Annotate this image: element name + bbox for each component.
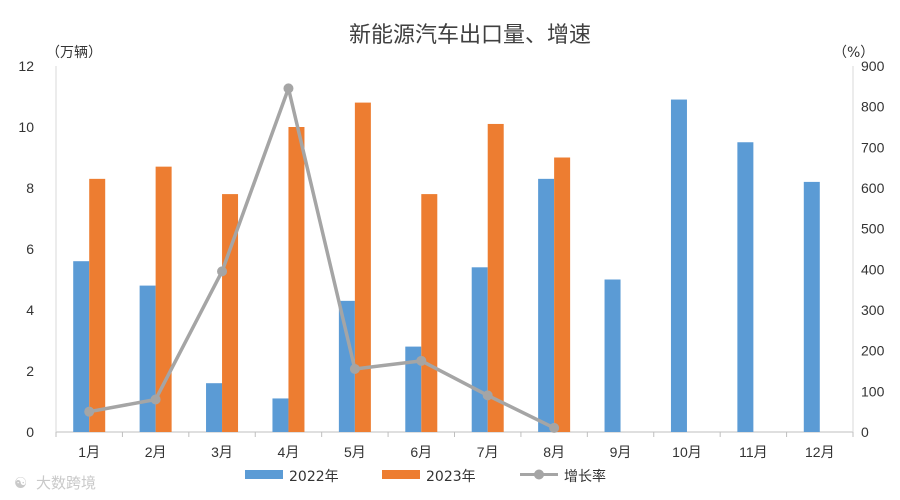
bar-2023年	[354, 102, 371, 432]
growth-rate-point	[482, 390, 493, 401]
x-tick-label: 3月	[211, 444, 233, 460]
growth-rate-point	[283, 83, 294, 94]
legend-swatch	[245, 470, 283, 479]
x-tick-label: 8月	[543, 444, 565, 460]
legend-label: 2023年	[426, 469, 476, 485]
growth-rate-line	[88, 86, 555, 430]
bar-2022年	[73, 261, 90, 432]
right-tick-label: 900	[861, 58, 885, 74]
left-tick-label: 12	[18, 58, 34, 74]
bar-2023年	[421, 194, 438, 432]
x-tick-label: 2月	[145, 444, 167, 460]
right-tick-label: 100	[861, 383, 885, 399]
bar-2022年	[670, 99, 687, 433]
x-tick-label: 9月	[610, 444, 632, 460]
right-tick-label: 700	[861, 139, 885, 155]
bar-2023年	[89, 178, 106, 432]
left-tick-label: 10	[18, 119, 34, 135]
bar-2022年	[206, 383, 223, 432]
bars	[73, 99, 820, 433]
x-tick-label: 7月	[477, 444, 499, 460]
growth-rate-point	[416, 355, 427, 366]
watermark: ☯ 大数跨境	[14, 474, 96, 492]
legend-marker	[534, 469, 544, 480]
bar-2022年	[803, 181, 820, 432]
bar-2023年	[222, 194, 239, 432]
bar-2023年	[487, 123, 504, 432]
growth-rate-point	[84, 406, 95, 417]
x-tick-label: 6月	[410, 444, 432, 460]
x-tick-label: 12月	[805, 444, 835, 460]
right-tick-label: 0	[861, 424, 869, 440]
bar-2023年	[155, 166, 172, 432]
growth-rate-point	[549, 422, 560, 433]
bar-2022年	[471, 267, 488, 432]
bar-2022年	[272, 398, 289, 432]
x-tick-label: 5月	[344, 444, 366, 460]
right-tick-label: 600	[861, 180, 885, 196]
chart-title: 新能源汽车出口量、增速	[349, 23, 591, 48]
x-tick-label: 11月	[739, 444, 768, 460]
legend-label: 增长率	[564, 468, 606, 485]
growth-rate-point	[217, 266, 228, 277]
growth-line	[84, 83, 560, 433]
right-tick-label: 300	[861, 302, 885, 318]
bar-2022年	[139, 285, 156, 432]
left-tick-label: 8	[26, 180, 34, 196]
bar-2022年	[737, 142, 754, 432]
bar-2022年	[338, 300, 355, 432]
legend: 2022年 2023年 增长率	[245, 468, 606, 485]
left-tick-label: 4	[26, 302, 34, 318]
left-tick-label: 6	[26, 241, 34, 257]
bar-2022年	[405, 346, 422, 432]
bar-2022年	[538, 178, 555, 432]
legend-label: 2022年	[289, 469, 339, 485]
x-tick-label: 10月	[672, 444, 702, 460]
axes: 0 2 4 6 8 10 12 0 100 200 300 400 500 600 700 800 900 1月 2…	[18, 58, 884, 460]
left-tick-label: 2	[26, 363, 34, 379]
left-axis-unit: （万辆）	[46, 45, 102, 61]
bar-2023年	[554, 157, 571, 432]
legend-swatch	[382, 470, 420, 479]
left-tick-label: 0	[26, 424, 34, 440]
bar-2023年	[288, 127, 305, 432]
growth-rate-point	[349, 363, 360, 374]
x-tick-label: 4月	[278, 444, 300, 460]
right-axis-unit: （%）	[833, 45, 874, 61]
right-tick-label: 200	[861, 343, 885, 359]
right-tick-label: 800	[861, 99, 885, 115]
x-tick-label: 1月	[78, 444, 100, 460]
watermark-text: 大数跨境	[36, 474, 96, 492]
right-tick-label: 500	[861, 221, 885, 237]
right-tick-label: 400	[861, 261, 885, 277]
watermark-logo-icon: ☯	[14, 474, 27, 492]
bar-2022年	[604, 279, 621, 432]
growth-rate-point	[150, 394, 161, 405]
